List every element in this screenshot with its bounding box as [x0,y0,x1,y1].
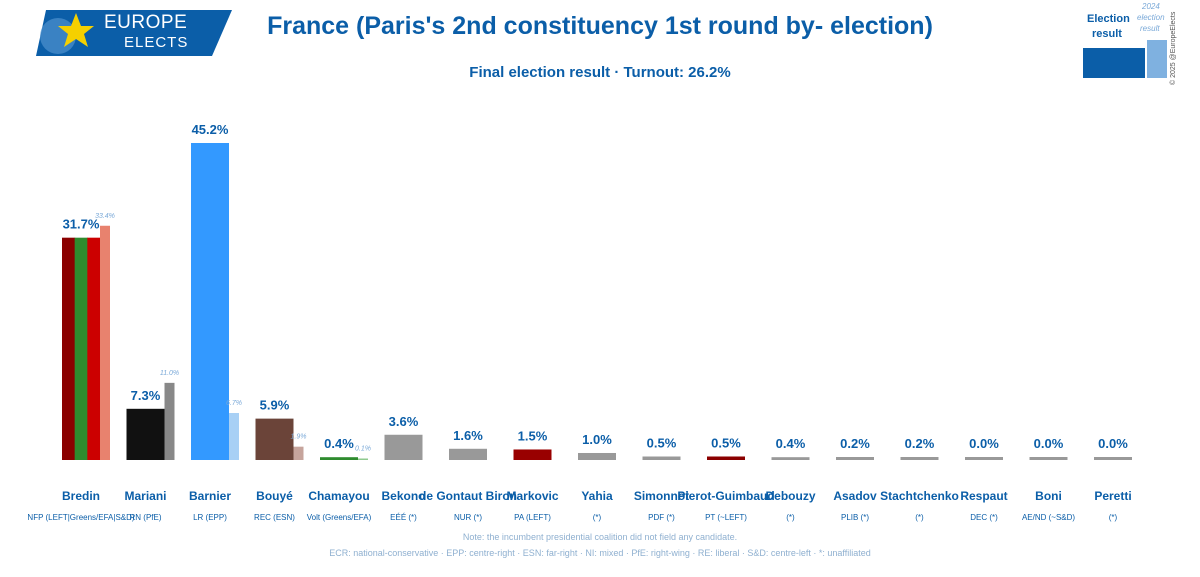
legend-small-result: result [1140,24,1160,33]
party-name: EÉÉ (*) [390,513,417,522]
value-label-debouzy: 0.4% [776,436,806,451]
party-name: PLIB (*) [840,513,869,522]
bar-markovic [513,449,552,460]
candidate-name: Bouyé [256,489,293,503]
candidate-name: Stachtchenko [880,489,959,503]
candidate-name: de Gontaut Biron [419,489,517,503]
candidate-name: Barnier [188,489,232,503]
prev-label-bouyé: 1.9% [291,434,307,441]
party-name: Volt (Greens/EFA) [306,513,372,522]
party-name: NFP (LEFT|Greens/EFA|S&D) [27,513,135,522]
value-label-boni: 0.0% [1034,436,1064,451]
party-name: LR (EPP) [193,513,227,522]
value-label-pierot-guimbaud: 0.5% [711,435,741,450]
value-label-bredin: 31.7% [63,217,100,232]
candidate-name: Pierot-Guimbaud [677,489,775,503]
candidate-name: Mariani [124,489,167,503]
value-label-simonnot: 0.5% [647,435,677,450]
prev-bar-chamayou [358,458,368,460]
bar-bekono [384,434,423,460]
logo-text-elects: ELECTS [124,34,189,51]
bar-mariani [126,408,165,460]
page-title: France (Paris's 2nd constituency 1st rou… [267,12,933,40]
candidate-name: Markovic [506,489,559,503]
bar-yahia [578,452,616,460]
value-label-mariani: 7.3% [131,388,161,403]
value-label-barnier: 45.2% [192,122,229,137]
party-name: REC (ESN) [254,513,295,522]
value-label-markovic: 1.5% [518,428,548,443]
prev-label-barnier: 6.7% [226,400,242,407]
party-name: (*) [786,513,795,522]
prev-label-mariani: 11.0% [160,370,179,377]
party-name: DEC (*) [970,513,998,522]
legend-graphic [1083,40,1167,78]
legend-label-line2: result [1092,28,1122,40]
candidate-name: Yahia [581,489,613,503]
bar-bredin-stripe-0 [62,237,76,460]
value-label-asadov: 0.2% [840,436,870,451]
bar-debouzy [771,457,810,460]
value-label-respaut: 0.0% [969,436,999,451]
candidate-name: Asadov [833,489,877,503]
candidate-name: Debouzy [765,489,816,503]
party-name: PT (~LEFT) [705,513,747,522]
party-name: RN (PfE) [129,513,162,522]
bar-bredin-stripe-1 [74,237,88,460]
prev-label-chamayou: 0.1% [355,446,371,453]
value-label-de-gontaut-biron: 1.6% [453,428,483,443]
party-name: PDF (*) [648,513,675,522]
bar-de-gontaut-biron [449,448,487,460]
europe-elects-logo [36,10,232,56]
value-label-stachtchenko: 0.2% [905,436,935,451]
chart-footnote: ECR: national-conservative · EPP: centre… [329,548,871,558]
value-label-bekono: 3.6% [389,414,419,429]
party-name: (*) [1108,513,1118,522]
bar-stachtchenko [900,457,939,460]
prev-bar-bredin [100,225,110,460]
chart-note: Note: the incumbent presidential coaliti… [462,532,738,542]
bar-peretti [1094,457,1132,460]
bar-asadov [836,457,874,460]
bar-respaut [965,457,1003,460]
party-name: NUR (*) [454,513,482,522]
bar-simonnot [642,456,681,460]
value-label-chamayou: 0.4% [324,436,354,451]
legend-small-election: election [1137,13,1165,22]
prev-bar-barnier [229,413,239,460]
candidate-name: Respaut [960,489,1008,503]
candidate-name: Chamayou [308,489,370,503]
legend-small-year: 2024 [1142,2,1160,11]
party-name: PA (LEFT) [514,513,551,522]
bar-boni [1029,457,1068,460]
legend-label-line1: Election [1087,13,1130,25]
bar-chamayou [320,457,358,460]
value-label-yahia: 1.0% [582,432,612,447]
bar-bouyé [255,418,294,460]
party-name: AE/ND (~S&D) [1021,513,1076,522]
bar-barnier [191,143,229,460]
value-label-bouyé: 5.9% [260,398,290,413]
candidate-name: Bekono [381,489,426,503]
party-name: (*) [915,513,924,522]
page-subtitle: Final election result · Turnout: 26.2% [469,64,731,81]
value-label-peretti: 0.0% [1098,436,1128,451]
logo-text-europe: EUROPE [104,12,188,33]
party-name: (*) [592,513,602,522]
candidate-name: Bredin [61,489,100,503]
prev-bar-bouyé [293,446,304,460]
prev-label-bredin: 33.4% [95,213,115,220]
prev-bar-mariani [164,382,175,460]
star-icon [58,13,94,47]
candidate-name: Peretti [1094,489,1132,503]
candidate-name: Simonnot [633,489,690,503]
bar-pierot-guimbaud [707,456,745,460]
bar-bredin-stripe-2 [87,237,101,460]
candidate-name: Boni [1035,489,1062,503]
